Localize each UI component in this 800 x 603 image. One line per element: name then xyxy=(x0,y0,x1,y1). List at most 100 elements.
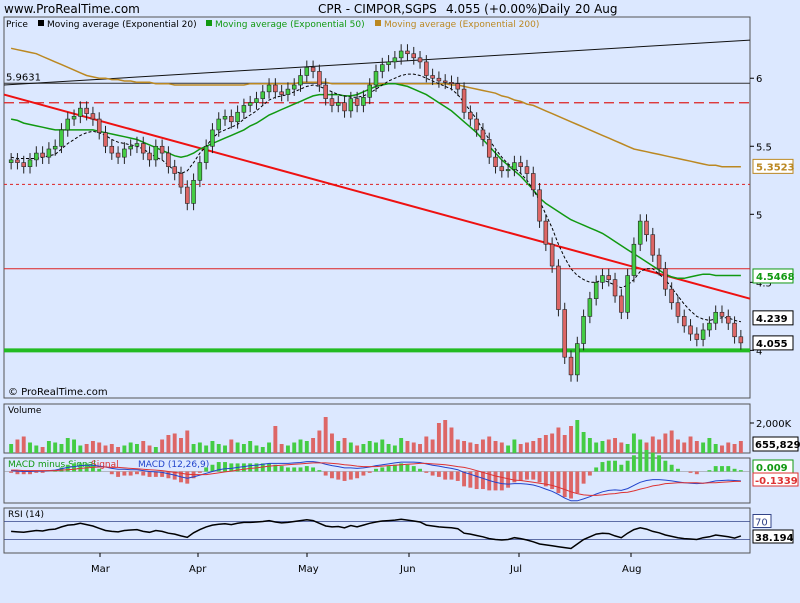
candle xyxy=(606,275,612,280)
volume-bar xyxy=(116,447,121,453)
volume-bar xyxy=(330,433,334,453)
macd-hist-bar xyxy=(248,463,253,472)
volume-bar xyxy=(613,438,617,453)
candle xyxy=(260,91,266,99)
volume-bar xyxy=(267,442,272,453)
macd-hist-bar xyxy=(185,471,190,484)
candle xyxy=(235,111,240,123)
candle xyxy=(386,61,391,65)
volume-bar xyxy=(606,439,611,453)
candle xyxy=(210,129,215,147)
volume-bar xyxy=(235,442,240,453)
volume-bar xyxy=(40,447,45,453)
macd-hist-bar xyxy=(474,471,479,490)
candle xyxy=(442,80,448,83)
macd-hist-bar xyxy=(625,460,630,472)
volume-bar xyxy=(455,439,460,453)
candle xyxy=(310,67,316,72)
macd-hist-bar xyxy=(562,471,567,498)
candle xyxy=(631,243,637,276)
macd-hist-bar xyxy=(279,466,284,472)
candle xyxy=(688,325,693,335)
volume-bar xyxy=(732,444,737,453)
month-label: Aug xyxy=(622,564,642,575)
candle xyxy=(317,71,322,86)
macd-hist-bar xyxy=(657,455,662,472)
volume-bar xyxy=(97,442,102,453)
chart-period: Daily xyxy=(540,2,570,16)
rsi-panel xyxy=(3,507,751,554)
volume-bar xyxy=(317,430,322,453)
candle xyxy=(147,152,152,161)
candle xyxy=(109,145,115,154)
candle xyxy=(134,143,140,147)
month-label: Apr xyxy=(189,564,207,575)
volume-bar xyxy=(525,442,529,453)
candle xyxy=(103,132,108,147)
volume-bar xyxy=(562,435,567,453)
macd-hist-bar xyxy=(229,463,234,472)
candle xyxy=(153,145,159,161)
candle xyxy=(700,329,706,340)
volume-bar xyxy=(619,442,624,453)
macd-hist-bar xyxy=(72,463,77,472)
candle xyxy=(468,111,473,120)
value-badge xyxy=(752,310,794,326)
macd-hist-bar xyxy=(468,471,473,488)
macd-hist-bar xyxy=(650,452,655,472)
macd-hist-bar xyxy=(292,467,297,472)
macd-hist-bar xyxy=(116,471,121,477)
candle xyxy=(575,343,580,376)
volume-bar xyxy=(241,444,246,453)
candle xyxy=(84,107,89,114)
macd-hist-bar xyxy=(28,471,32,475)
candle xyxy=(449,82,454,84)
macd-hist-bar xyxy=(317,470,322,472)
volume-bar xyxy=(15,439,20,453)
volume-bar xyxy=(587,438,592,453)
volume-bar xyxy=(675,439,680,453)
macd-hist-bar xyxy=(90,464,95,472)
candle xyxy=(71,116,77,120)
macd-hist-bar xyxy=(688,471,693,473)
candle xyxy=(185,186,190,204)
candle xyxy=(719,311,725,317)
month-label: Mar xyxy=(91,564,111,575)
value-badge-label: 4.5468 xyxy=(756,272,795,283)
candle xyxy=(304,67,310,76)
macd-hist-bar xyxy=(21,471,26,475)
volume-bar xyxy=(720,445,724,453)
candle xyxy=(549,243,555,267)
volume-bar xyxy=(361,444,366,453)
volume-bar xyxy=(179,438,183,453)
legend-ema50: Moving average (Exponential 50) xyxy=(215,20,365,30)
macd-hist-bar xyxy=(204,467,209,472)
volume-bar xyxy=(160,439,165,453)
volume-bar xyxy=(304,441,309,453)
price-tick-label: 6 xyxy=(756,74,762,85)
volume-bar xyxy=(9,444,14,453)
macd-hist-bar xyxy=(506,471,511,488)
macd-hist-bar xyxy=(399,463,404,472)
candle xyxy=(348,98,354,112)
macd-hist-bar xyxy=(713,466,718,472)
macd-label-b: Signal xyxy=(91,460,119,470)
volume-bar xyxy=(487,436,492,453)
volume-bar xyxy=(399,438,404,453)
rsi-badge-label: 38.194 xyxy=(755,533,794,544)
candle xyxy=(392,57,398,63)
candle xyxy=(222,116,228,120)
macd-hist-bar xyxy=(499,471,504,491)
volume-bar xyxy=(694,441,699,453)
macd-hist-bar xyxy=(462,471,467,487)
macd-hist-bar xyxy=(216,462,221,472)
candle xyxy=(172,166,177,174)
macd-hist-bar xyxy=(707,470,712,472)
macd-hist-bar xyxy=(638,451,643,472)
candle xyxy=(612,279,618,297)
candle xyxy=(518,162,523,167)
volume-bar xyxy=(248,441,253,453)
candle xyxy=(436,77,442,82)
volume-bar xyxy=(216,444,221,453)
volume-bar xyxy=(153,447,158,453)
